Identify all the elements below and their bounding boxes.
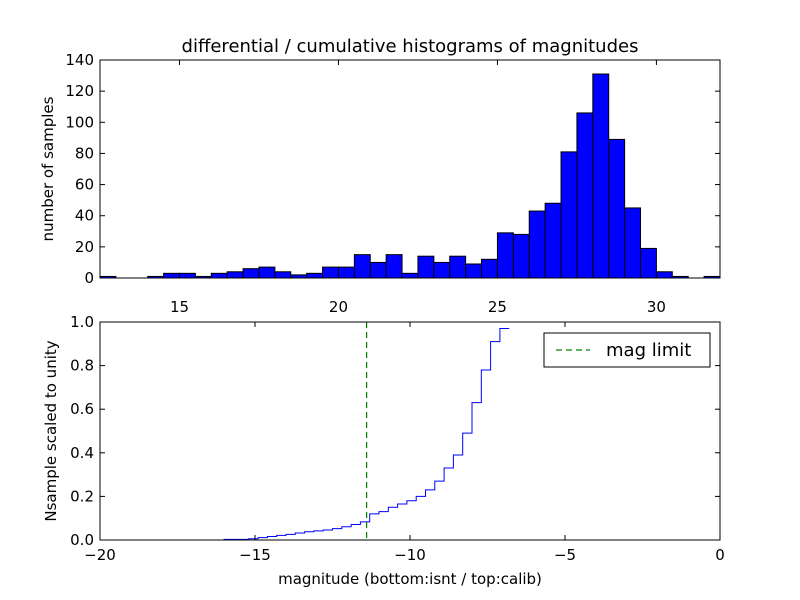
histogram-bar [449, 255, 467, 279]
histogram-bar [433, 261, 451, 279]
histogram-bar [655, 271, 673, 279]
histogram-bar [528, 210, 546, 279]
histogram-bar [544, 202, 562, 279]
histogram-bar [210, 272, 228, 279]
histogram-plot-frame [99, 59, 721, 279]
histogram-ticks: 0 20 40 60 80 100 120 140 15 20 25 30 [65, 51, 720, 316]
y-tick-label: 0.0 [70, 531, 94, 549]
histogram-bar [242, 268, 260, 279]
y-tick-label: 1.0 [70, 313, 94, 331]
histogram-y-axis-label: number of samples [39, 96, 57, 241]
y-tick-label: 40 [75, 207, 94, 225]
x-tick-label: 25 [488, 298, 507, 316]
histogram-bar [401, 272, 419, 279]
histogram-bar [322, 266, 339, 279]
histogram-bar [385, 254, 403, 279]
cumulative-step-line [100, 328, 510, 541]
histogram-bar [337, 266, 355, 279]
histogram-panel: differential / cumulative histograms of … [39, 36, 721, 316]
y-tick-label: 100 [65, 113, 94, 131]
histogram-bar [608, 138, 626, 279]
legend-box [543, 332, 711, 368]
cumulative-x-axis-label: magnitude (bottom:isnt / top:calib) [278, 570, 542, 588]
histogram-bar [274, 271, 292, 279]
y-tick-label: 80 [75, 144, 94, 162]
histogram-bar [353, 254, 371, 279]
y-tick-label: 20 [75, 238, 94, 256]
x-tick-label: −10 [394, 546, 426, 564]
histogram-bar [178, 272, 196, 279]
histogram-bar [465, 263, 483, 279]
legend-mag-limit-label: mag limit [606, 340, 691, 361]
histogram-bar [258, 266, 276, 279]
y-tick-label: 0 [84, 269, 94, 287]
histogram-bar [496, 232, 514, 279]
y-tick-label: 0.6 [70, 400, 94, 418]
x-tick-label: −5 [554, 546, 576, 564]
histogram-bar [576, 112, 594, 279]
histogram-bar [512, 233, 530, 279]
histogram-bar [592, 73, 610, 279]
y-tick-label: 60 [75, 176, 94, 194]
x-tick-label: 20 [329, 298, 348, 316]
y-tick-label: 140 [65, 51, 94, 69]
cumulative-ticks: 0.0 0.2 0.4 0.6 0.8 1.0 −20 −15 −10 −5 0 [70, 313, 725, 564]
cumulative-y-axis-label: Nsample scaled to unity [42, 340, 60, 521]
legend: mag limit [543, 332, 711, 368]
x-tick-label: 15 [170, 298, 189, 316]
histogram-bar [369, 261, 387, 279]
chart-title: differential / cumulative histograms of … [182, 36, 639, 57]
x-tick-label: −20 [84, 546, 116, 564]
histogram-bar [417, 255, 435, 279]
cumulative-panel: 0.0 0.2 0.4 0.6 0.8 1.0 −20 −15 −10 −5 0 magnitude… [42, 313, 725, 588]
y-tick-label: 0.2 [70, 487, 94, 505]
histogram-bar [640, 247, 657, 279]
histogram-bar [306, 272, 324, 279]
histogram-bar [481, 258, 498, 279]
histogram-bar [624, 207, 642, 279]
histogram-bar [560, 151, 578, 279]
x-tick-label: 0 [715, 546, 725, 564]
x-tick-label: −15 [239, 546, 271, 564]
y-tick-label: 0.4 [70, 444, 94, 462]
y-tick-label: 0.8 [70, 357, 94, 375]
x-tick-label: 30 [647, 298, 666, 316]
histogram-bar [163, 272, 180, 279]
histogram-bar [226, 271, 244, 279]
y-tick-label: 120 [65, 82, 94, 100]
